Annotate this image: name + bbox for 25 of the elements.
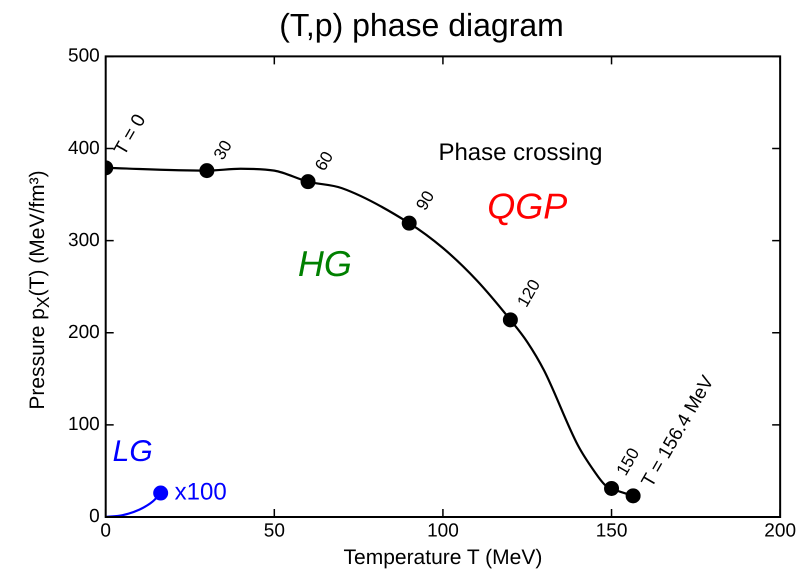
annotation: 120	[513, 276, 544, 310]
annotation: Phase crossing	[438, 138, 603, 166]
y-tick-label: 100	[68, 414, 100, 436]
y-tick-label: 400	[68, 138, 100, 159]
point	[626, 488, 641, 504]
annotation: LG	[112, 434, 153, 468]
x-tick-label: 200	[764, 520, 796, 542]
annotation: T = 0	[110, 110, 150, 159]
x-axis-title: Temperature T (MeV)	[344, 546, 542, 570]
annotation: 150	[612, 444, 644, 479]
annotation: 60	[311, 148, 338, 174]
x-tick-label: 150	[596, 520, 628, 542]
point	[153, 486, 168, 501]
annotation: 90	[412, 188, 438, 214]
annotation: HG	[298, 242, 352, 284]
y-tick-label: 200	[68, 322, 100, 343]
x-tick-label: 100	[427, 520, 459, 542]
y-tick-label: 500	[68, 46, 100, 67]
annotation: QGP	[487, 185, 568, 226]
y-tick-label: 300	[68, 230, 100, 251]
x-tick-label: 50	[264, 520, 285, 542]
chart-title: (T,p) phase diagram	[279, 7, 564, 44]
annotation: 30	[210, 137, 236, 163]
annotation: x100	[174, 478, 227, 506]
y-tick-label: 0	[89, 506, 100, 528]
